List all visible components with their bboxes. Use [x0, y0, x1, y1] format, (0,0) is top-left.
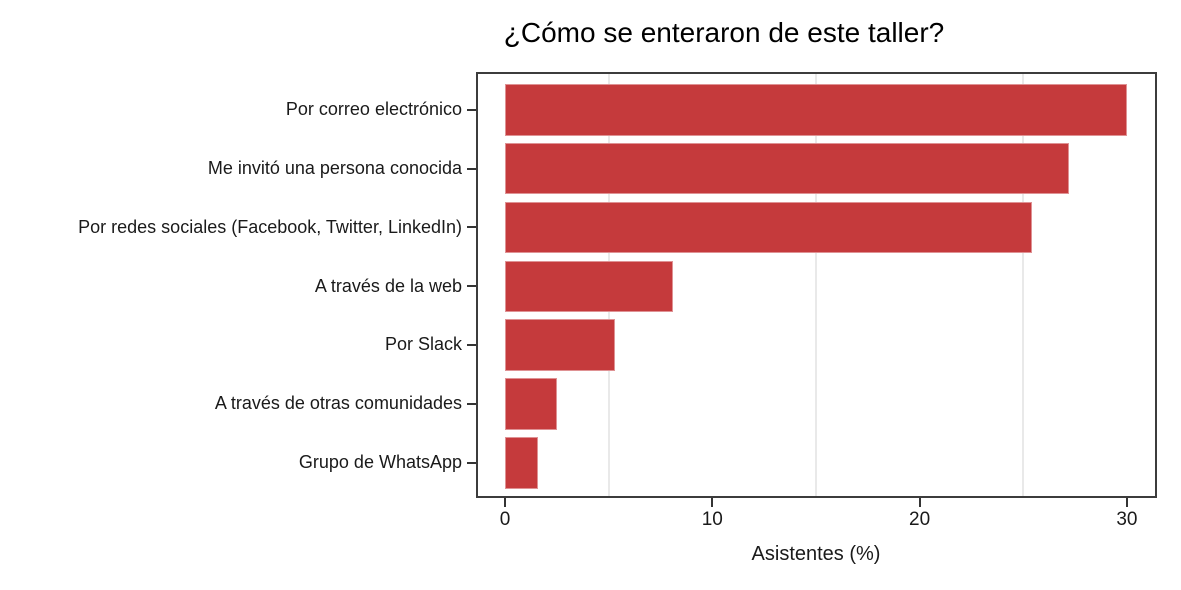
x-axis-tick-label: 20: [909, 509, 931, 530]
y-axis-label: Por redes sociales (Facebook, Twitter, L…: [78, 216, 462, 237]
minor-gridline: [814, 74, 817, 496]
bar: [505, 319, 615, 371]
y-axis-tick: [467, 461, 476, 464]
y-axis-label: Por correo electrónico: [285, 99, 462, 119]
plot-area: [476, 72, 1157, 498]
y-axis-tick: [467, 167, 476, 170]
chart-title: ¿Cómo se enteraron de este taller?: [503, 17, 945, 48]
minor-gridline: [1022, 74, 1025, 496]
y-axis-label: Por Slack: [384, 334, 462, 355]
y-axis-tick: [467, 403, 476, 405]
bar: [505, 260, 673, 313]
y-axis-tick: [467, 226, 476, 229]
x-axis-tick: [504, 498, 506, 507]
x-axis-tick-label: 10: [701, 509, 723, 530]
y-axis-label: A través de otras comunidades: [214, 393, 462, 414]
x-axis-tick: [711, 498, 714, 507]
x-axis-tick: [918, 498, 921, 507]
bar: [505, 437, 539, 489]
x-axis-tick-label: 0: [499, 509, 511, 530]
y-axis-tick: [467, 285, 476, 288]
y-axis-tick: [467, 344, 476, 347]
y-axis-label: A través de la web: [314, 275, 462, 296]
y-axis-label: Me invitó una persona conocida: [207, 157, 462, 178]
bar: [505, 84, 1127, 136]
bar: [505, 142, 1069, 195]
y-axis-label: Grupo de WhatsApp: [298, 452, 462, 473]
x-axis-title: Asistentes (%): [751, 543, 881, 565]
bar: [505, 201, 1032, 254]
x-axis-tick: [1125, 498, 1128, 507]
x-axis-tick-label: 30: [1116, 509, 1138, 530]
bar: [505, 378, 557, 430]
y-axis-tick: [467, 108, 476, 111]
